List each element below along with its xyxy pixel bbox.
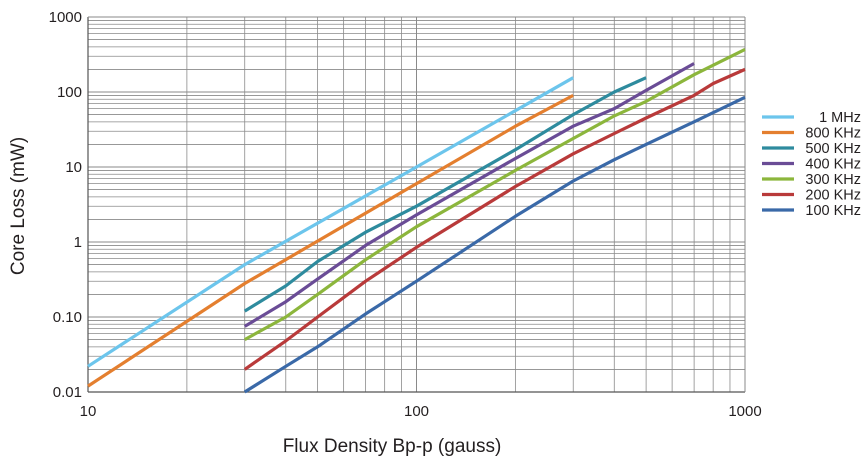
- series-line-4: [243, 47, 746, 342]
- y-axis-label: Core Loss (mW): [8, 137, 29, 275]
- series-line-6: [243, 95, 746, 394]
- y-tick-label: 10: [65, 159, 82, 176]
- axis-ticks: 10 100 1000 0.01 0.10 1 10 100 1000: [49, 9, 762, 420]
- y-tick-label: 0.10: [53, 309, 82, 326]
- x-tick-label: 100: [404, 403, 429, 420]
- legend-label-5: 200 KHz: [805, 188, 861, 204]
- y-tick-label: 100: [57, 84, 82, 101]
- legend-label-4: 300 KHz: [805, 172, 861, 188]
- y-tick-label: 0.01: [53, 384, 82, 401]
- series-line-1: [87, 93, 574, 388]
- series-line-5: [243, 67, 746, 371]
- legend-label-2: 500 KHz: [805, 141, 861, 157]
- plot-series: [87, 47, 746, 394]
- series-line-3: [243, 62, 695, 328]
- legend-label-6: 100 KHz: [805, 203, 861, 219]
- legend-label-1: 800 KHz: [805, 126, 861, 142]
- legend-label-0: 1 MHz: [819, 110, 861, 126]
- y-tick-label: 1000: [49, 9, 82, 26]
- legend-label-3: 400 KHz: [805, 157, 861, 173]
- series-line-2: [243, 76, 647, 313]
- y-tick-label: 1: [74, 234, 82, 251]
- x-axis-label: Flux Density Bp-p (gauss): [283, 436, 502, 457]
- x-tick-label: 10: [80, 403, 97, 420]
- x-tick-label: 1000: [728, 403, 761, 420]
- series-line-0: [87, 76, 574, 368]
